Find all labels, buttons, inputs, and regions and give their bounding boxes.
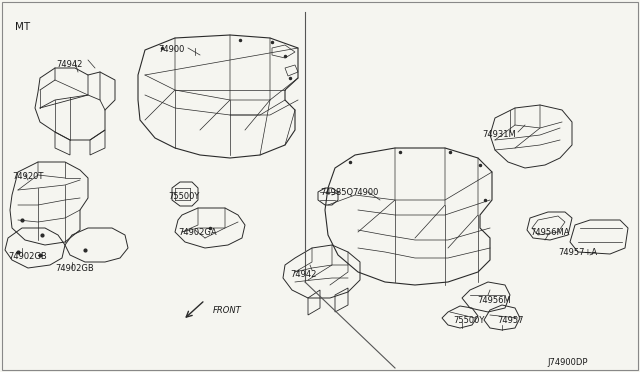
Text: MT: MT [15,22,30,32]
Text: J74900DP: J74900DP [547,358,588,367]
Text: 74985Q: 74985Q [320,188,353,197]
Text: 74902GA: 74902GA [178,228,216,237]
Text: 74920T: 74920T [12,172,44,181]
Text: 74942: 74942 [290,270,316,279]
Text: 74942: 74942 [56,60,83,69]
Text: 74902GB: 74902GB [8,252,47,261]
Text: 74957+A: 74957+A [558,248,597,257]
Text: 74956MA: 74956MA [530,228,570,237]
Text: FRONT: FRONT [213,306,242,315]
Text: 74900: 74900 [158,45,184,54]
Text: 74900: 74900 [352,188,378,197]
Text: 74931M: 74931M [482,130,516,139]
Text: 75500Y: 75500Y [168,192,200,201]
Text: 74956M: 74956M [477,296,511,305]
Text: 75500Y: 75500Y [453,316,484,325]
Text: 74957: 74957 [497,316,524,325]
Text: 74902GB: 74902GB [55,264,93,273]
